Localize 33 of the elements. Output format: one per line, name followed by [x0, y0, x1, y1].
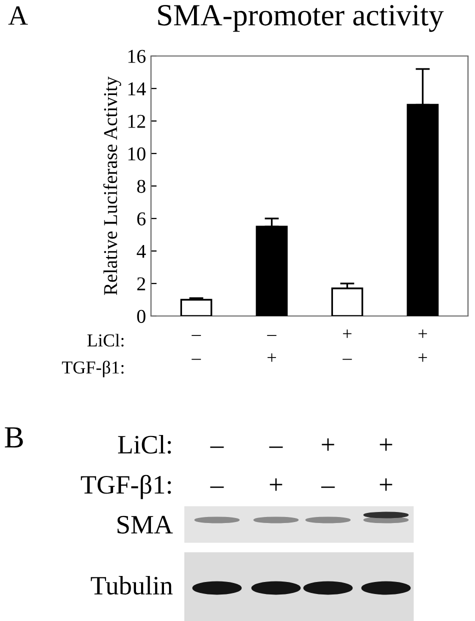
text: LiCl: — [118, 435, 171, 454]
text: TGF-β1: — [80, 474, 171, 500]
bar — [180, 298, 212, 316]
text: + — [270, 478, 282, 491]
text: LiCl: — [87, 334, 124, 347]
text: SMA — [118, 516, 173, 534]
y-tick-label: 14 — [128, 82, 146, 96]
y-tick-label: 4 — [136, 244, 146, 258]
category-label: – – — [192, 334, 201, 360]
x-tick-label: – + — [267, 334, 276, 362]
text: B — [4, 427, 23, 448]
text: + — [380, 478, 392, 491]
y-tick-label: 10 — [128, 147, 146, 160]
x-tick-label: + – — [342, 329, 352, 360]
text: – — [210, 446, 224, 448]
text: – — [210, 486, 224, 488]
text: + — [380, 438, 392, 451]
y-tick-label: 6 — [137, 212, 146, 226]
text: – — [269, 446, 283, 448]
x-tick-label: + + — [418, 329, 427, 362]
text: Tubulin — [90, 576, 173, 595]
text: A — [8, 6, 28, 25]
chart-title: SMA-promoter activity — [158, 5, 444, 32]
bar — [331, 288, 364, 316]
y-axis-title: Relative Luciferase Activity — [103, 76, 122, 296]
y-tick-label: 2 — [137, 277, 146, 290]
text: TGF-β1: — [62, 360, 124, 378]
text: – — [321, 486, 335, 488]
y-tick-label: 0 — [137, 310, 146, 323]
y-tick-label: 8 — [137, 180, 146, 193]
text: + — [322, 438, 334, 451]
y-tick-label: 16 — [128, 50, 146, 63]
y-tick-label: 12 — [128, 114, 146, 128]
